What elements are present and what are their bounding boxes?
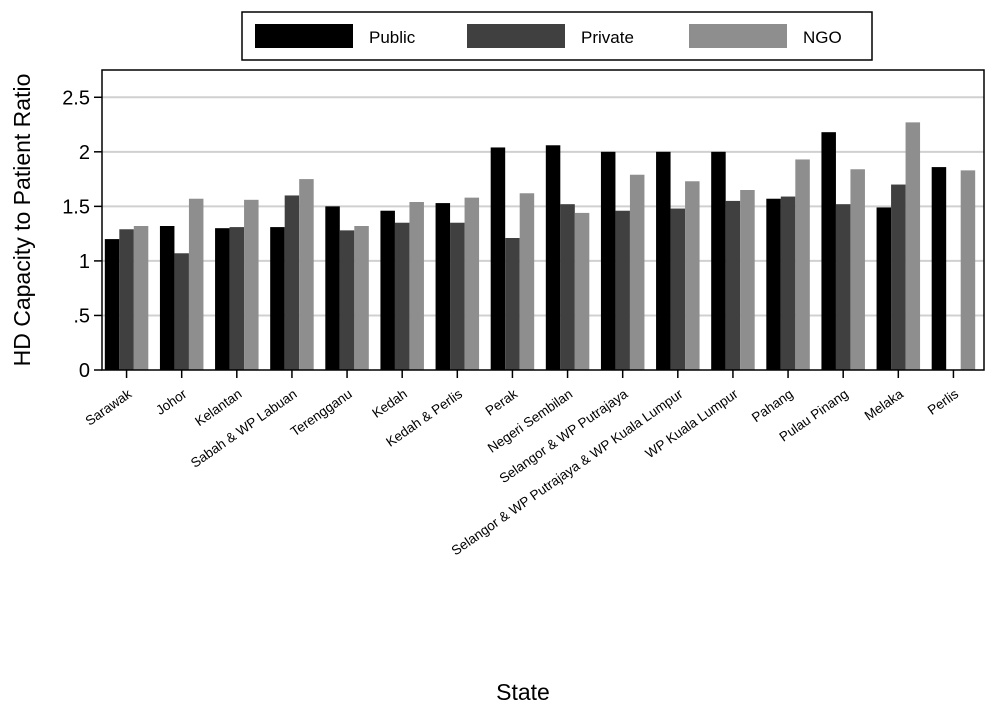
bar-public	[876, 207, 892, 370]
bar-ngo	[629, 174, 645, 370]
legend-label-ngo: NGO	[803, 28, 842, 47]
x-tick-label: Kelantan	[192, 386, 244, 429]
legend-swatch-public	[255, 24, 353, 48]
y-axis-title: HD Capacity to Patient Ratio	[9, 74, 35, 367]
x-tick-label: Terengganu	[288, 386, 355, 439]
bar-private	[394, 222, 410, 370]
y-tick-label: 2	[79, 142, 90, 164]
bar-private	[229, 227, 245, 370]
bar-public	[766, 198, 781, 370]
bar-private	[780, 196, 796, 370]
bar-ngo	[133, 226, 149, 370]
bar-ngo	[299, 179, 314, 370]
bar-public	[821, 132, 836, 370]
bar-ngo	[740, 190, 755, 370]
y-tick-label: 1.5	[62, 196, 90, 218]
y-tick-label: .5	[73, 305, 90, 327]
y-tick-label: 1	[79, 251, 90, 273]
legend-swatch-private	[467, 24, 565, 48]
bar-private	[725, 200, 741, 370]
y-tick-label: 2.5	[62, 87, 90, 109]
bar-public	[104, 239, 120, 370]
x-tick-label: Pahang	[749, 386, 796, 425]
bar-public	[215, 228, 230, 370]
x-axis-title: State	[496, 679, 550, 705]
bar-private	[891, 184, 906, 370]
bar-private	[119, 229, 134, 370]
bar-private	[284, 195, 300, 370]
bar-ngo	[795, 159, 810, 370]
x-tick-label: Perlis	[925, 386, 961, 418]
bar-public	[435, 203, 451, 370]
bar-public	[380, 210, 395, 370]
y-axis: 0 .5 1 1.5 2 2.5	[62, 87, 102, 382]
bar-ngo	[244, 199, 259, 370]
bar-public	[545, 145, 561, 370]
bar-ngo	[409, 202, 424, 370]
bar-private	[505, 238, 520, 370]
bar-ngo	[960, 170, 976, 370]
bar-ngo	[850, 169, 865, 370]
legend-label-public: Public	[369, 28, 416, 47]
plot-frame	[101, 69, 985, 371]
legend-label-private: Private	[581, 28, 634, 47]
bar-public	[600, 151, 616, 370]
bar-ngo	[685, 181, 700, 370]
bar-ngo	[574, 212, 590, 370]
bar-public	[931, 167, 947, 370]
bar-public	[325, 206, 340, 370]
bars	[104, 122, 976, 370]
x-tick-label: Kedah	[369, 386, 410, 421]
bar-public	[656, 151, 671, 370]
bar-private	[615, 210, 630, 370]
bar-private	[450, 222, 465, 370]
bar-ngo	[464, 197, 480, 370]
legend-swatch-ngo	[689, 24, 787, 48]
bar-private	[339, 230, 355, 370]
legend: Public Private NGO	[241, 11, 873, 61]
bar-public	[270, 227, 285, 370]
bar-ngo	[354, 226, 369, 370]
bar-private	[174, 253, 189, 370]
x-tick-label: Selangor & WP Putrajaya & WP Kuala Lumpu…	[449, 386, 686, 558]
bar-public	[711, 151, 726, 370]
x-tick-label: Melaka	[862, 386, 907, 424]
x-tick-label: Johor	[153, 386, 190, 418]
bar-private	[560, 204, 575, 370]
bar-ngo	[188, 198, 204, 370]
bar-public	[159, 226, 175, 370]
bar-private	[670, 208, 686, 370]
x-tick-label: Sarawak	[83, 386, 135, 429]
bar-private	[835, 204, 851, 370]
bar-public	[490, 147, 506, 370]
y-tick-label: 0	[79, 360, 90, 382]
x-tick-label: Perak	[483, 386, 521, 419]
x-tick-label: WP Kuala Lumpur	[643, 386, 742, 461]
bar-ngo	[519, 193, 535, 370]
bar-ngo	[905, 122, 921, 370]
